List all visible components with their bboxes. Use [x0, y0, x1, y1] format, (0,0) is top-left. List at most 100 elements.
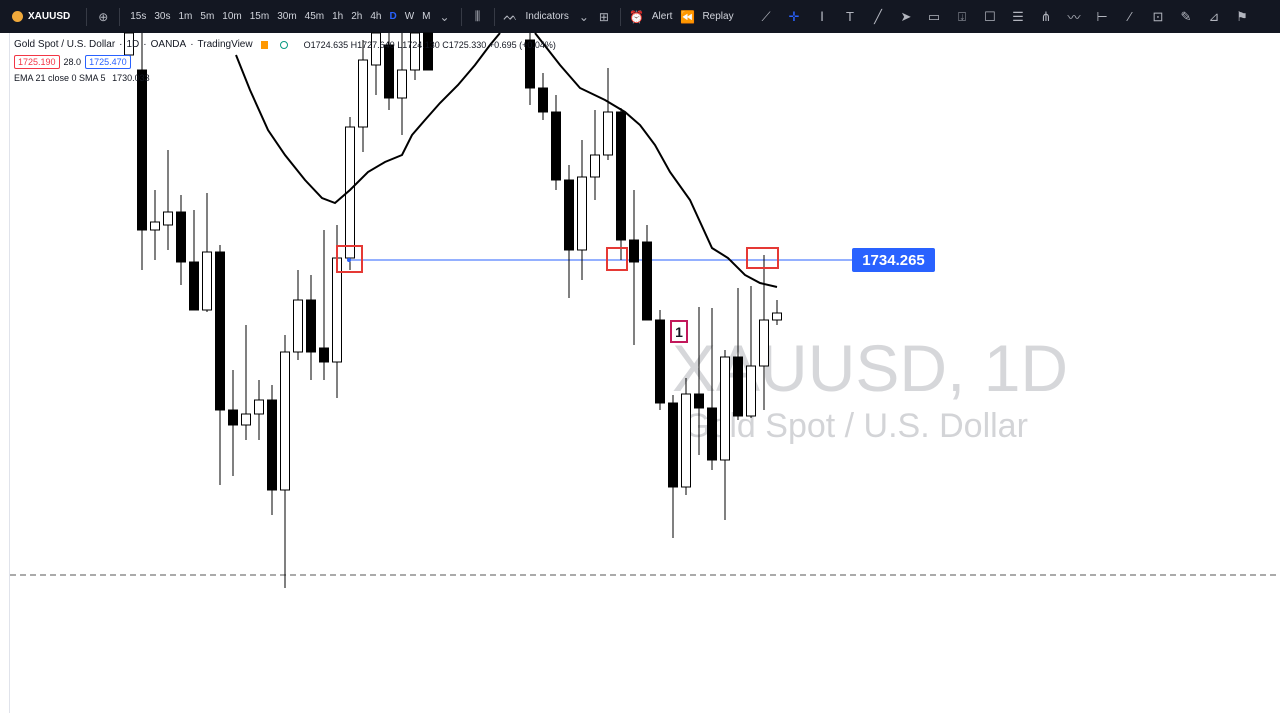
interval-30m-button[interactable]: 30m — [277, 11, 297, 22]
candle-body — [642, 241, 652, 321]
legend-close: C1725.330 — [442, 39, 487, 50]
candle-body — [241, 413, 251, 426]
flag-icon[interactable] — [260, 40, 268, 49]
candle-body — [319, 347, 329, 363]
candle-body — [358, 59, 368, 128]
text-icon[interactable]: T — [846, 9, 854, 24]
interval-2h-button[interactable]: 2h — [351, 11, 363, 22]
candle-body — [397, 69, 407, 99]
candle-body — [423, 32, 433, 71]
candle-style-icon[interactable]: ⫼ — [474, 9, 481, 23]
legend-symbol-title[interactable]: Gold Spot / U.S. Dollar — [14, 39, 116, 50]
ruler-icon[interactable]: ⊿ — [1208, 8, 1220, 24]
numbered-label[interactable]: 1 — [670, 320, 688, 343]
table-icon[interactable]: ☰ — [1012, 8, 1024, 24]
drawing-toolbar: ⟋ ✛ Ⅰ T ╱ ➤ ▭ ⍗ ☐ ☰ ⋔ 〰 ⊢ ∕ ⊡ ✎ ⊿ ⚑ — [752, 0, 1256, 33]
alert-clock-icon[interactable]: ⏰ — [629, 9, 645, 24]
candle-body — [733, 356, 743, 417]
interval-10m-button[interactable]: 10m — [222, 11, 242, 22]
candle-body — [655, 319, 665, 404]
candle-body — [590, 154, 600, 178]
indicators-icon[interactable]: ᨓ — [503, 9, 518, 23]
ema-line — [235, 32, 501, 205]
interval-list: 15s 30s 1m 5m 10m 15m 30m 45m 1h 2h 4h D W M — [126, 11, 434, 22]
candle-body — [525, 39, 535, 89]
crosshair-icon[interactable]: ✛ — [788, 8, 800, 24]
candle-body — [668, 402, 678, 488]
candle-body — [616, 111, 626, 241]
ask-price-box[interactable]: 1725.470 — [85, 55, 131, 69]
trend-line-icon[interactable]: ⟋ — [761, 8, 771, 24]
range-icon[interactable]: ⊢ — [1096, 8, 1108, 24]
pitchfork-icon[interactable]: ⋔ — [1040, 8, 1052, 24]
compare-symbol-plus-icon[interactable]: ⊕ — [98, 9, 109, 24]
interval-15m-button[interactable]: 15m — [249, 11, 270, 22]
symbol-search-button[interactable]: XAUUSD — [0, 0, 80, 33]
callout-icon[interactable]: ▭ — [927, 8, 941, 24]
candle-body — [371, 32, 381, 66]
market-status-icon — [279, 40, 288, 49]
candle-body — [267, 399, 277, 491]
legend-sep: · — [119, 39, 123, 50]
gold-icon — [12, 11, 23, 22]
candle-body — [189, 261, 199, 311]
layout-grid-icon[interactable]: ⊞ — [598, 9, 609, 24]
text-cursor-icon[interactable]: Ⅰ — [820, 8, 824, 24]
candle-body — [228, 409, 238, 426]
interval-30s-button[interactable]: 30s — [154, 11, 171, 22]
indicator-value: 1730.033 — [112, 73, 150, 83]
candle-body — [202, 251, 212, 311]
interval-1h-button[interactable]: 1h — [332, 11, 344, 22]
rectangle-icon[interactable]: ⊡ — [1152, 8, 1164, 24]
top-toolbar: XAUUSD ⊕ 15s 30s 1m 5m 10m 15m 30m 45m 1h 2h 4h D W M… — [0, 0, 1280, 33]
indicators-chevron-down-icon[interactable]: ⌄ — [578, 9, 589, 24]
interval-4h-button[interactable]: 4h — [370, 11, 382, 22]
divider — [119, 7, 121, 26]
brush-icon[interactable]: ∕ — [1128, 9, 1132, 24]
legend-open: O1724.635 — [303, 39, 349, 50]
interval-15s-button[interactable]: 15s — [130, 11, 147, 22]
candle-body — [137, 69, 147, 231]
candle-body — [384, 44, 394, 99]
interval-chevron-down-icon[interactable]: ⌄ — [439, 9, 450, 24]
indicators-button[interactable]: Indicators — [525, 11, 569, 22]
candle-body — [163, 211, 173, 226]
pin-icon[interactable]: ⍗ — [958, 8, 966, 24]
arrow-cursor-icon[interactable]: ➤ — [900, 8, 912, 24]
alert-button[interactable]: Alert — [651, 11, 673, 22]
candle-body — [564, 179, 574, 251]
legend-exchange: OANDA — [150, 39, 187, 50]
interval-m-button[interactable]: M — [422, 11, 431, 22]
legend-sep: · — [143, 39, 147, 50]
indicator-title[interactable]: EMA 21 close 0 SMA 5 — [14, 73, 106, 83]
interval-d-button[interactable]: D — [389, 11, 397, 22]
horizontal-line-price-label[interactable]: 1734.265 — [852, 248, 935, 272]
candle-body — [707, 407, 717, 461]
candle-body — [681, 393, 691, 488]
legend-source: TradingView — [197, 39, 253, 50]
legend-interval: 1D — [126, 39, 140, 50]
flag-icon[interactable]: ⚑ — [1236, 8, 1248, 24]
line-anchor-point — [347, 258, 351, 262]
zigzag-icon[interactable]: 〰 — [1067, 10, 1081, 25]
bid-price-box[interactable]: 1725.190 — [14, 55, 60, 69]
spread-value: 28.0 — [63, 57, 82, 67]
chart-legend: Gold Spot / U.S. Dollar · 1D · OANDA · T… — [14, 39, 556, 83]
interval-1m-button[interactable]: 1m — [178, 11, 193, 22]
replay-button[interactable]: Replay — [702, 11, 734, 22]
candle-body — [746, 365, 756, 417]
interval-45m-button[interactable]: 45m — [304, 11, 325, 22]
comment-icon[interactable]: ☐ — [984, 8, 996, 24]
replay-rewind-icon[interactable]: ⏪ — [679, 9, 695, 24]
pencil-icon[interactable]: ✎ — [1180, 8, 1192, 24]
divider — [619, 7, 621, 26]
interval-5m-button[interactable]: 5m — [200, 11, 215, 22]
legend-ohlc: O1724.635 H1727.640 L1724.130 C1725.330 … — [304, 40, 556, 50]
interval-w-button[interactable]: W — [404, 11, 415, 22]
candle-body — [254, 399, 264, 415]
symbol-label: XAUUSD — [28, 11, 71, 22]
ray-icon[interactable]: ╱ — [874, 8, 882, 24]
candle-body — [759, 319, 769, 367]
left-edge-border — [0, 33, 10, 713]
